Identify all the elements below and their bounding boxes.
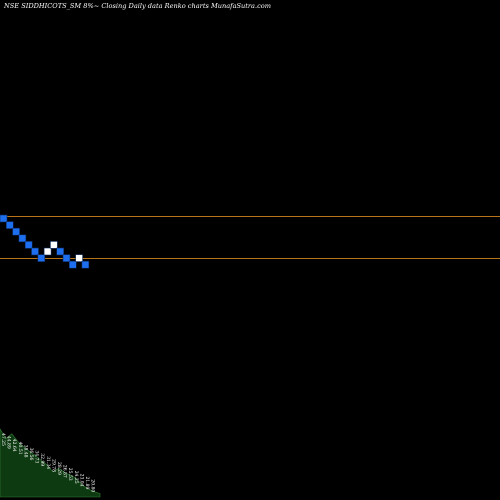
volume-profile (0, 428, 101, 498)
renko-brick-2 (12, 227, 20, 236)
renko-brick-8 (50, 241, 58, 249)
volume-label-9: 29.78 (50, 459, 56, 472)
volume-area (0, 428, 101, 498)
renko-brick-13 (81, 260, 90, 269)
volume-label-3: 40.51 (17, 442, 23, 455)
volume-label-14: 23.04 (78, 474, 84, 487)
volume-label-2: 42.64 (11, 439, 17, 452)
volume-label-11: 26.87 (62, 465, 68, 478)
volume-label-1: 44.89 (6, 436, 12, 449)
renko-brick-12 (75, 254, 83, 262)
renko-brick-7 (43, 247, 52, 256)
volume-label-12: 25.53 (67, 468, 73, 481)
volume-label-5: 36.56 (28, 448, 34, 461)
renko-brick-5 (31, 247, 39, 256)
volume-labels: 47.25 44.89 42.64 40.51 38.48 36.56 34.73 32.99… (0, 433, 96, 492)
volume-label-15: 21.89 (84, 477, 90, 490)
renko-brick-0 (0, 214, 8, 223)
volume-label-10: 28.29 (56, 462, 62, 475)
level-lines (0, 216, 500, 259)
volume-label-6: 34.73 (34, 450, 40, 463)
chart-title: NSE SIDDHICOTS_SM 8%~ Closing Daily data… (4, 2, 272, 10)
renko-brick-11 (69, 260, 77, 269)
renko-brick-4 (24, 241, 33, 249)
renko-brick-9 (56, 247, 65, 256)
volume-label-13: 24.25 (73, 471, 79, 484)
volume-label-0: 47.25 (0, 433, 6, 446)
renko-brick-6 (37, 254, 46, 262)
renko-bricks (0, 214, 90, 269)
volume-label-7: 32.99 (39, 453, 45, 466)
volume-label-4: 38.48 (22, 445, 28, 458)
renko-brick-1 (6, 221, 14, 229)
renko-brick-10 (62, 254, 71, 262)
volume-label-8: 31.34 (45, 456, 51, 469)
renko-brick-3 (18, 234, 27, 243)
volume-label-16: 20.80 (90, 479, 96, 492)
